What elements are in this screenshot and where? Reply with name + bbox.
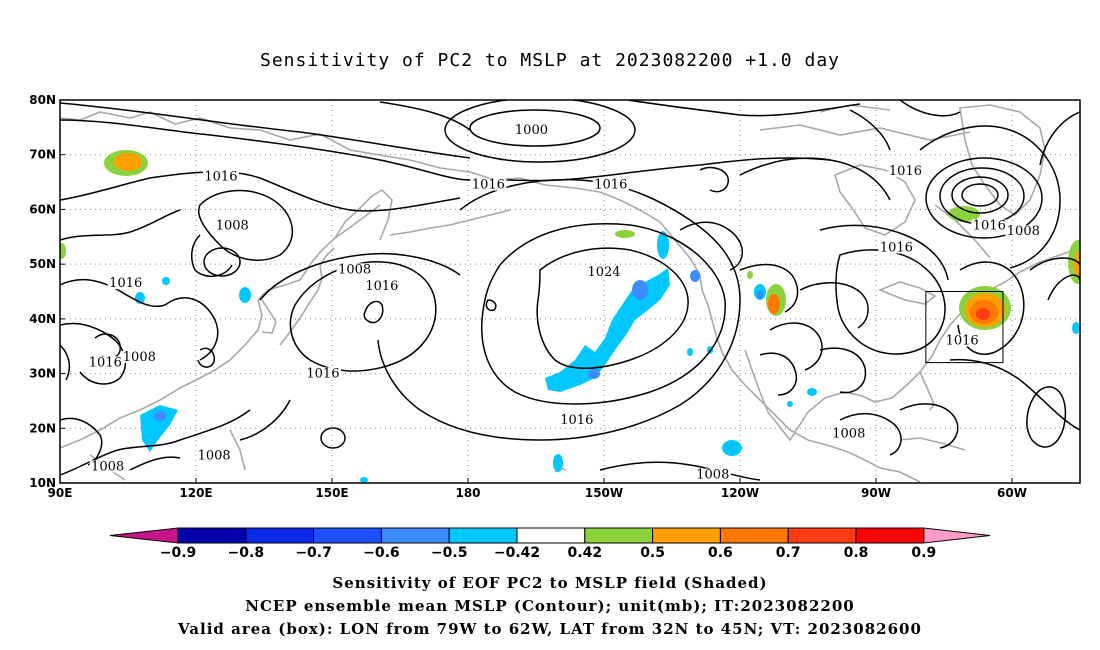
- contour-label: 1016: [472, 178, 505, 193]
- contour-label-bg: [592, 178, 629, 191]
- contour-label: 1016: [109, 276, 142, 291]
- map-title: Sensitivity of PC2 to MSLP at 2023082200…: [259, 50, 840, 71]
- contour-label: 1016: [89, 355, 122, 370]
- colorbar-label: −0.5: [431, 545, 468, 561]
- caption-contour: NCEP ensemble mean MSLP (Contour); unit(…: [245, 597, 855, 615]
- axes: 90E 120E 150E 180 150W 120W 90W 60W 10N 20N 30N 40N…: [29, 93, 1027, 500]
- colorbar-label: 0.5: [640, 545, 665, 561]
- contour-label: 1016: [365, 279, 398, 294]
- contour-label-bg: [470, 178, 507, 191]
- lon-tick-label: 90W: [861, 486, 891, 500]
- sensitivity-shading: [60, 150, 1080, 483]
- colorbar-label: −0.6: [363, 545, 400, 561]
- contour-label-bg: [363, 279, 400, 292]
- colorbar-swatch: [719, 527, 789, 544]
- colorbar-swatch: [584, 527, 654, 544]
- lat-tick-label: 50N: [29, 257, 56, 271]
- lat-tick-label: 30N: [29, 367, 56, 381]
- contour-label-bg: [87, 356, 124, 369]
- contour-label: 1008: [1007, 224, 1040, 239]
- colorbar-label: −0.42: [494, 545, 540, 561]
- mslp-contours: [60, 100, 1080, 481]
- lat-tick-label: 10N: [29, 476, 56, 490]
- contour-label: 1008: [123, 350, 156, 365]
- contour-label: 1008: [832, 426, 865, 441]
- contour-label: 1008: [696, 468, 729, 483]
- contour-label: 1008: [338, 262, 371, 277]
- colorbar-label: 0.42: [568, 545, 603, 561]
- colorbar: −0.9 −0.8 −0.7 −0.6 −0.5 −0.42 0.42 0.5 0.6 0.7 0.…: [109, 527, 991, 561]
- lat-tick-label: 70N: [29, 148, 56, 162]
- contour-label: 1008: [216, 219, 249, 234]
- colorbar-swatch: [177, 527, 247, 544]
- colorbar-swatch: [313, 527, 382, 544]
- contour-label: 1024: [587, 265, 620, 280]
- contour-label-bg: [694, 468, 731, 481]
- colorbar-swatch: [516, 527, 586, 544]
- caption-shaded: Sensitivity of EOF PC2 to MSLP field (Sh…: [332, 574, 768, 592]
- colorbar-high-arrow: [923, 527, 991, 544]
- lon-tick-label: 90E: [48, 486, 73, 500]
- contour-label-bg: [336, 263, 373, 276]
- contour-label: 1016: [306, 366, 339, 381]
- contour-label: 1016: [880, 240, 913, 255]
- contour-label-bg: [513, 123, 550, 136]
- colorbar-label: −0.9: [160, 545, 197, 561]
- contour-label: 1000: [515, 123, 548, 138]
- contour-label-bg: [558, 413, 595, 426]
- sensitivity-map: 90E 120E 150E 180 150W 120W 90W 60W 10N 20N 30N 40N…: [29, 93, 1081, 561]
- colorbar-swatch: [855, 527, 925, 544]
- colorbar-label: 0.8: [844, 545, 869, 561]
- colorbar-label: 0.6: [708, 545, 733, 561]
- lon-tick-label: 180: [455, 486, 480, 500]
- lon-tick-label: 120E: [179, 486, 212, 500]
- contour-label: 1008: [198, 448, 231, 463]
- colorbar-label: 0.7: [776, 545, 801, 561]
- colorbar-swatch: [245, 527, 315, 544]
- lat-tick-label: 80N: [29, 93, 56, 107]
- contour-label-bg: [196, 449, 233, 462]
- contour-label-bg: [887, 164, 924, 177]
- plot-frame: [59, 99, 1081, 484]
- lon-tick-label: 60W: [997, 486, 1027, 500]
- colorbar-label: −0.8: [228, 545, 265, 561]
- contour-label: 1016: [973, 219, 1006, 234]
- contour-label: 1016: [560, 413, 593, 428]
- lat-tick-label: 40N: [29, 312, 56, 326]
- lat-tick-label: 60N: [29, 202, 56, 216]
- contour-label-bg: [944, 334, 981, 347]
- colorbar-low-arrow: [109, 527, 179, 544]
- contour-label: 1016: [204, 169, 237, 184]
- contour-label-bg: [202, 170, 239, 183]
- colorbar-swatch: [448, 527, 518, 544]
- contour-label-bg: [304, 367, 341, 380]
- contour-label: 1008: [91, 459, 124, 474]
- contour-label-bg: [89, 460, 126, 473]
- valid-area-box: [925, 291, 1004, 364]
- contour-label-bg: [830, 427, 867, 440]
- colorbar-swatch: [787, 527, 857, 544]
- contour-label-bg: [121, 350, 158, 363]
- contour-label-bg: [1005, 225, 1042, 238]
- colorbar-label: 0.9: [911, 545, 936, 561]
- colorbar-swatch: [652, 527, 721, 544]
- lat-tick-label: 20N: [29, 421, 56, 435]
- lon-tick-label: 120W: [721, 486, 759, 500]
- contour-label-bg: [214, 219, 251, 232]
- colorbar-swatch: [380, 527, 450, 544]
- lon-tick-label: 150W: [585, 486, 623, 500]
- caption-valid-area: Valid area (box): LON from 79W to 62W, L…: [178, 620, 922, 638]
- lon-tick-label: 150E: [315, 486, 348, 500]
- colorbar-label: −0.7: [295, 545, 332, 561]
- contour-label: 1016: [946, 333, 979, 348]
- contour-label-bg: [971, 219, 1008, 232]
- contour-label-bg: [878, 241, 915, 254]
- contour-label: 1016: [889, 164, 922, 179]
- contour-label: 1016: [594, 178, 627, 193]
- contour-label-bg: [586, 266, 622, 279]
- contour-label-bg: [107, 277, 144, 290]
- coastlines: [60, 104, 1080, 483]
